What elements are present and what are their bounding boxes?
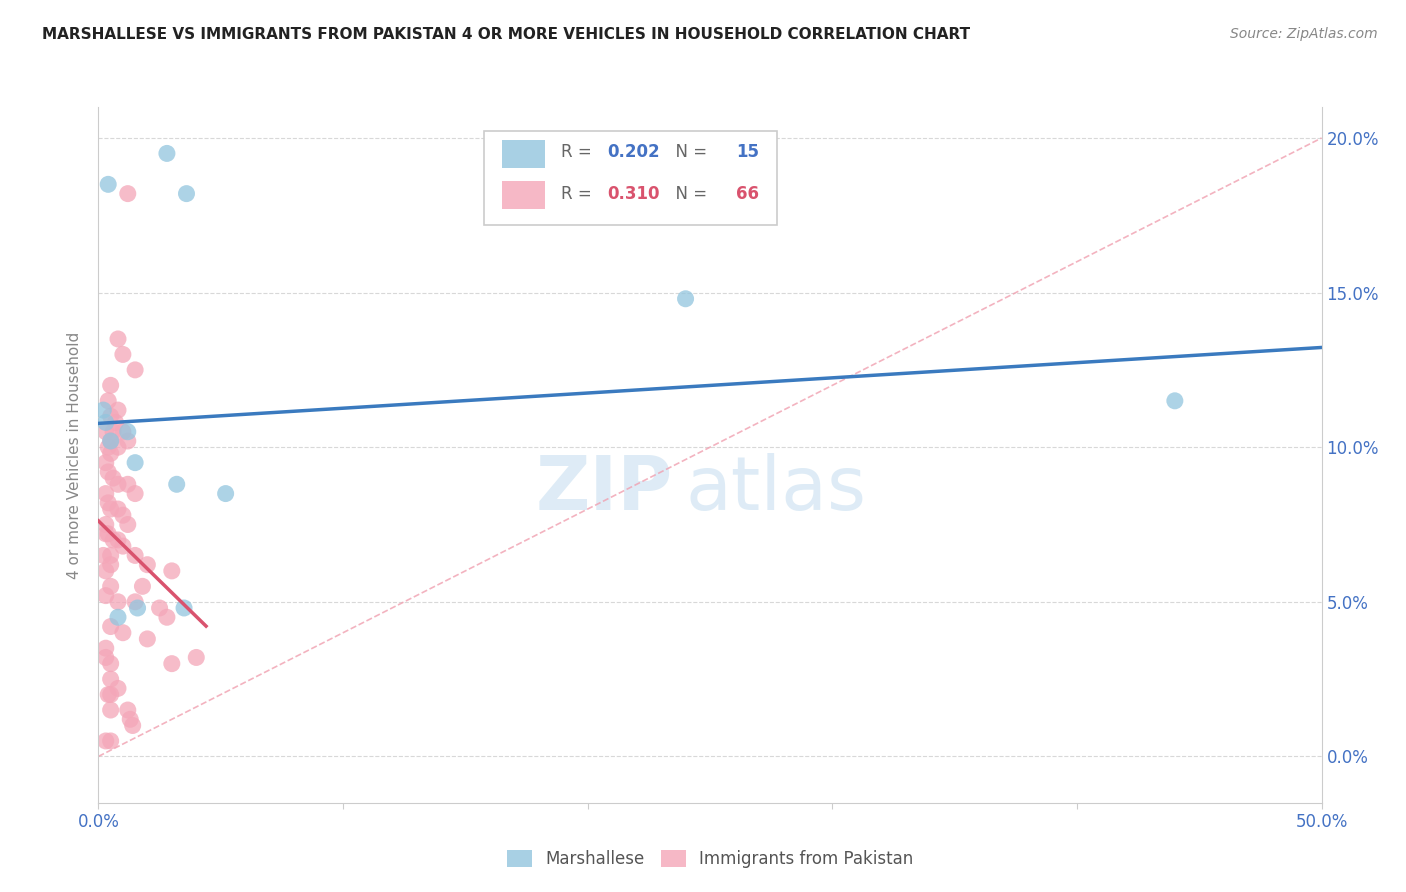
Point (100, 579, 122, 593)
Point (94, 425, 117, 439)
Point (97, 688, 120, 702)
Point (117, 477, 139, 491)
Point (100, 734, 122, 748)
Point (97, 526, 120, 541)
Point (100, 502, 122, 516)
Point (120, 712, 142, 726)
Point (136, 632, 159, 646)
Text: atlas: atlas (686, 453, 866, 526)
Bar (502, 140, 546, 168)
Point (97, 496, 120, 510)
Point (100, 378, 122, 392)
Point (107, 681, 129, 696)
Point (100, 409, 122, 424)
Point (173, 601, 195, 615)
Point (127, 601, 149, 615)
Text: R =: R = (561, 144, 596, 161)
Bar (502, 181, 546, 210)
Point (94, 589, 117, 603)
Text: R =: R = (561, 185, 596, 203)
Point (111, 539, 134, 553)
Point (166, 477, 188, 491)
Point (104, 416, 127, 430)
Point (94, 564, 117, 578)
Text: MARSHALLESE VS IMMIGRANTS FROM PAKISTAN 4 OR MORE VEHICLES IN HOUSEHOLD CORRELAT: MARSHALLESE VS IMMIGRANTS FROM PAKISTAN … (42, 27, 970, 42)
Point (124, 363, 146, 377)
Point (107, 502, 129, 516)
Point (107, 610, 129, 624)
Point (107, 595, 129, 609)
Point (160, 657, 183, 671)
Point (131, 579, 153, 593)
Point (156, 610, 179, 624)
Point (97, 178, 120, 192)
Point (124, 486, 146, 500)
Point (97, 465, 120, 479)
Point (117, 703, 139, 717)
Text: 15: 15 (735, 144, 759, 161)
Point (91, 403, 114, 417)
Point (117, 425, 139, 439)
Point (124, 595, 146, 609)
Point (117, 517, 139, 532)
Point (121, 718, 143, 732)
Point (94, 641, 117, 656)
Point (100, 657, 122, 671)
Point (111, 347, 134, 361)
Text: 0.202: 0.202 (607, 144, 659, 161)
Point (107, 440, 129, 454)
Point (94, 486, 117, 500)
Text: 0.310: 0.310 (607, 185, 659, 203)
Point (111, 425, 134, 439)
Point (101, 425, 124, 439)
Text: 66: 66 (735, 185, 759, 203)
Point (100, 672, 122, 686)
Point (100, 434, 122, 448)
Point (160, 564, 183, 578)
Point (136, 558, 159, 572)
Point (100, 688, 122, 702)
Point (675, 292, 697, 306)
Point (94, 416, 117, 430)
Point (100, 703, 122, 717)
Point (91, 549, 114, 563)
Point (94, 734, 117, 748)
Point (94, 456, 117, 470)
Point (100, 446, 122, 460)
Point (1164, 393, 1187, 408)
Point (117, 186, 139, 201)
Point (100, 619, 122, 633)
Point (111, 508, 134, 523)
Point (124, 456, 146, 470)
Point (94, 526, 117, 541)
Point (100, 558, 122, 572)
Point (156, 146, 179, 161)
Point (97, 440, 120, 454)
Point (101, 533, 124, 547)
Point (117, 434, 139, 448)
Text: Source: ZipAtlas.com: Source: ZipAtlas.com (1230, 27, 1378, 41)
Point (107, 403, 129, 417)
Point (97, 393, 120, 408)
Point (94, 650, 117, 665)
Point (100, 434, 122, 448)
Point (101, 471, 124, 485)
Point (107, 332, 129, 346)
FancyBboxPatch shape (484, 131, 778, 226)
Point (214, 486, 236, 500)
Legend: Marshallese, Immigrants from Pakistan: Marshallese, Immigrants from Pakistan (501, 843, 920, 874)
Point (176, 186, 198, 201)
Point (94, 517, 117, 532)
Point (186, 650, 208, 665)
Point (124, 549, 146, 563)
Point (149, 601, 172, 615)
Text: ZIP: ZIP (536, 453, 673, 526)
Text: N =: N = (665, 144, 713, 161)
Text: N =: N = (665, 185, 713, 203)
Point (111, 625, 134, 640)
Point (107, 533, 129, 547)
Point (100, 549, 122, 563)
Y-axis label: 4 or more Vehicles in Household: 4 or more Vehicles in Household (67, 331, 83, 579)
Point (107, 477, 129, 491)
